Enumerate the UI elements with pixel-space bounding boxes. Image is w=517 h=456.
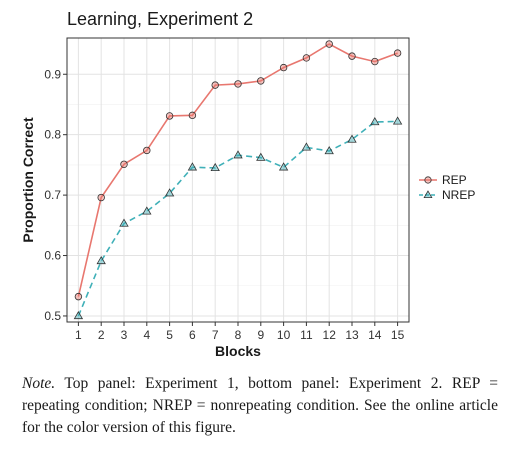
data-point-rep bbox=[74, 292, 83, 301]
data-point-rep bbox=[325, 40, 333, 48]
series-rep bbox=[74, 40, 402, 301]
data-point-nrep bbox=[73, 310, 84, 320]
x-tick-label: 5 bbox=[166, 328, 173, 342]
x-tick-label: 8 bbox=[235, 328, 242, 342]
x-tick-label: 11 bbox=[300, 328, 313, 342]
legend-item-rep: REP bbox=[419, 173, 467, 187]
legend-item-nrep: NREP bbox=[419, 188, 475, 202]
x-tick-label: 2 bbox=[98, 328, 105, 342]
x-tick-label: 3 bbox=[121, 328, 128, 342]
legend-label: NREP bbox=[442, 188, 475, 202]
data-point-nrep bbox=[392, 116, 403, 125]
data-point-nrep bbox=[164, 188, 175, 197]
chart-title: Learning, Experiment 2 bbox=[67, 9, 253, 29]
y-tick-label: 0.8 bbox=[44, 128, 61, 142]
data-point-rep bbox=[165, 112, 174, 120]
x-tick-label: 14 bbox=[368, 328, 382, 342]
x-tick-label: 6 bbox=[189, 328, 196, 342]
x-tick-label: 10 bbox=[277, 328, 291, 342]
data-point-nrep bbox=[96, 255, 106, 265]
data-point-rep bbox=[279, 63, 288, 72]
x-tick-label: 13 bbox=[345, 328, 359, 342]
series-nrep bbox=[73, 116, 403, 320]
grid-major bbox=[67, 38, 409, 322]
data-point-rep bbox=[143, 146, 151, 155]
legend-swatch-marker bbox=[424, 176, 432, 184]
data-point-nrep bbox=[210, 162, 220, 172]
y-tick-label: 0.7 bbox=[44, 188, 61, 202]
note-label: Note. bbox=[22, 375, 56, 392]
y-axis-label: Proportion Correct bbox=[20, 117, 36, 243]
legend-swatch-marker bbox=[423, 190, 433, 199]
series-layer bbox=[73, 40, 403, 320]
learning-chart: Learning, Experiment 2 0.5 0.6 0.7 0.8 0.9 1… bbox=[20, 9, 475, 359]
data-point-rep bbox=[393, 49, 402, 57]
x-axis-label: Blocks bbox=[215, 343, 261, 359]
y-axis: 0.5 0.6 0.7 0.8 0.9 bbox=[44, 67, 67, 323]
note-text: Top panel: Experiment 1, bottom panel: E… bbox=[22, 375, 498, 436]
x-tick-label: 15 bbox=[391, 328, 405, 342]
figure-note: Note. Top panel: Experiment 1, bottom pa… bbox=[22, 373, 498, 439]
legend-label: REP bbox=[442, 173, 467, 187]
x-tick-label: 4 bbox=[143, 328, 150, 342]
data-point-nrep bbox=[233, 150, 243, 159]
data-point-nrep bbox=[347, 134, 357, 143]
series-line-rep bbox=[77, 43, 398, 297]
data-point-rep bbox=[371, 57, 379, 66]
data-point-nrep bbox=[119, 218, 129, 227]
data-point-rep bbox=[302, 54, 311, 62]
data-point-nrep bbox=[301, 142, 312, 151]
x-axis: 1 2 3 4 5 6 7 8 9 10 11 12 13 14 15 bbox=[75, 322, 405, 342]
data-point-nrep bbox=[278, 162, 289, 171]
y-tick-label: 0.5 bbox=[44, 309, 61, 323]
data-point-nrep bbox=[256, 152, 266, 161]
series-line-nrep bbox=[77, 120, 398, 317]
data-point-rep bbox=[97, 193, 105, 202]
x-tick-label: 12 bbox=[323, 328, 337, 342]
data-point-nrep bbox=[370, 116, 380, 126]
x-tick-label: 1 bbox=[75, 328, 82, 342]
data-point-nrep bbox=[142, 206, 152, 215]
y-tick-label: 0.6 bbox=[44, 249, 61, 263]
data-point-rep bbox=[120, 160, 128, 168]
x-tick-label: 7 bbox=[212, 328, 219, 342]
data-point-nrep bbox=[187, 162, 198, 171]
data-point-rep bbox=[211, 81, 219, 89]
data-point-nrep bbox=[324, 145, 334, 155]
x-tick-label: 9 bbox=[257, 328, 264, 342]
data-point-rep bbox=[234, 80, 242, 88]
data-point-rep bbox=[188, 111, 197, 120]
data-point-rep bbox=[257, 77, 265, 85]
data-point-rep bbox=[348, 52, 356, 60]
y-tick-label: 0.9 bbox=[44, 67, 61, 81]
